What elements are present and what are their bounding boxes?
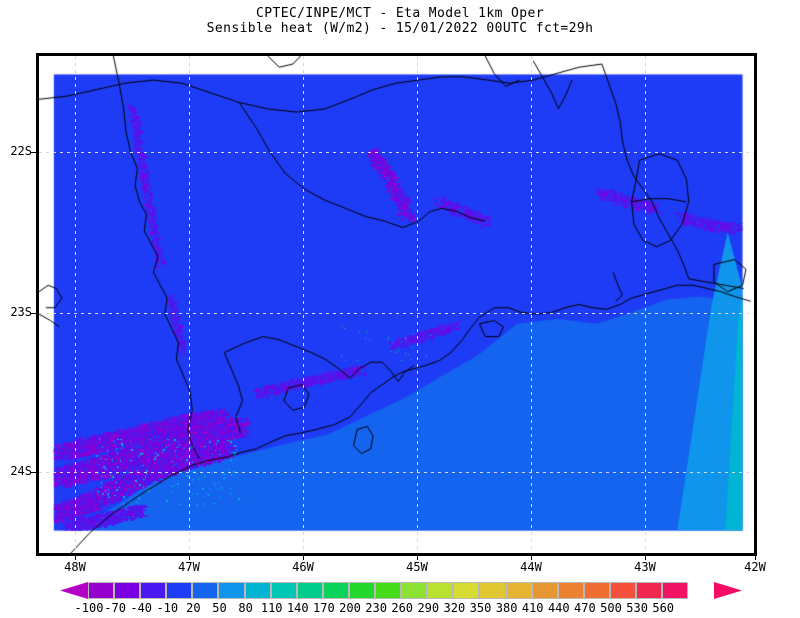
gridline-vertical	[303, 56, 304, 553]
colorbar-bin	[375, 582, 402, 599]
x-tick-label-42w: 42W	[744, 560, 766, 574]
colorbar-label: 350	[469, 601, 492, 615]
x-tick-mark	[645, 556, 646, 560]
x-tick-label-43w: 43W	[634, 560, 656, 574]
colorbar-label: 20	[186, 601, 201, 615]
x-tick-mark	[755, 556, 756, 560]
colorbar-under-arrow-icon	[60, 582, 88, 599]
gridline-vertical	[645, 56, 646, 553]
colorbar-label: 110	[260, 601, 283, 615]
gridline-horizontal	[39, 472, 754, 473]
chart-title-block: CPTEC/INPE/MCT - Eta Model 1km Oper Sens…	[0, 6, 800, 36]
x-tick-mark	[303, 556, 304, 560]
colorbar-label: 320	[443, 601, 466, 615]
colorbar-bin	[218, 582, 245, 599]
colorbar-label: 440	[547, 601, 570, 615]
x-tick-mark	[189, 556, 190, 560]
colorbar-bin	[662, 582, 689, 599]
gridline-vertical	[189, 56, 190, 553]
colorbar-label: -70	[104, 601, 126, 615]
colorbar-bin	[609, 582, 636, 599]
colorbar-bin	[88, 582, 115, 599]
colorbar-bin	[453, 582, 480, 599]
x-tick-label-45w: 45W	[406, 560, 428, 574]
colorbar-bin	[531, 582, 558, 599]
colorbar-bin	[140, 582, 167, 599]
map-plot-area	[39, 56, 754, 553]
colorbar-label: 560	[652, 601, 675, 615]
colorbar-bin	[244, 582, 271, 599]
x-tick-mark	[531, 556, 532, 560]
colorbar-label: 380	[495, 601, 518, 615]
colorbar-bin	[296, 582, 323, 599]
colorbar-bins	[88, 582, 689, 599]
gridline-vertical	[75, 56, 76, 553]
y-tick-mark	[31, 472, 36, 473]
x-tick-label-47w: 47W	[178, 560, 200, 574]
colorbar-label: 50	[212, 601, 227, 615]
colorbar-bin	[635, 582, 663, 599]
colorbar-bin	[557, 582, 584, 599]
colorbar-bin	[166, 582, 193, 599]
colorbar-bin	[583, 582, 610, 599]
x-tick-label-46w: 46W	[292, 560, 314, 574]
colorbar-label: 200	[339, 601, 361, 615]
x-tick-label-44w: 44W	[520, 560, 542, 574]
colorbar-label: 290	[417, 601, 440, 615]
y-tick-mark	[31, 313, 36, 314]
colorbar: -100 -70 -40 -10 20 50 80 110 140 170 200 230 260 290…	[0, 582, 800, 618]
colorbar-label: 470	[574, 601, 596, 615]
colorbar-label: 170	[313, 601, 335, 615]
map-plot-frame	[36, 53, 757, 556]
gridline-horizontal	[39, 152, 754, 153]
colorbar-over-arrow-icon	[714, 582, 742, 599]
chart-title-line-2: Sensible heat (W/m2) - 15/01/2022 00UTC …	[206, 21, 594, 36]
colorbar-label: 530	[626, 601, 648, 615]
x-tick-mark	[75, 556, 76, 560]
colorbar-label: 500	[600, 601, 622, 615]
gridline-vertical	[531, 56, 532, 553]
colorbar-label: 260	[391, 601, 414, 615]
colorbar-bin	[270, 582, 297, 599]
y-tick-mark	[31, 152, 36, 153]
colorbar-label: 140	[286, 601, 309, 615]
gridline-horizontal	[39, 313, 754, 314]
chart-title-line-1: CPTEC/INPE/MCT - Eta Model 1km Oper	[256, 6, 544, 21]
x-tick-mark	[417, 556, 418, 560]
colorbar-label: 80	[238, 601, 253, 615]
colorbar-tick-labels: -100 -70 -40 -10 20 50 80 110 140 170 200 230 260 290…	[0, 601, 800, 617]
y-tick-label-24s: 24S	[10, 464, 32, 478]
colorbar-label: 410	[521, 601, 544, 615]
gridline-vertical	[417, 56, 418, 553]
colorbar-bin	[348, 582, 376, 599]
y-tick-label-22s: 22S	[10, 144, 32, 158]
colorbar-bin	[322, 582, 349, 599]
colorbar-bin	[114, 582, 141, 599]
x-tick-label-48w: 48W	[64, 560, 86, 574]
colorbar-label: -10	[156, 601, 179, 615]
colorbar-bin	[479, 582, 506, 599]
colorbar-bin	[427, 582, 454, 599]
colorbar-bin	[192, 582, 219, 599]
sensible-heat-field	[39, 56, 754, 553]
colorbar-label: -40	[130, 601, 153, 615]
colorbar-label: -100	[74, 601, 104, 615]
colorbar-bin	[401, 582, 428, 599]
colorbar-label: 230	[365, 601, 387, 615]
colorbar-bin	[505, 582, 532, 599]
y-tick-label-23s: 23S	[10, 305, 32, 319]
